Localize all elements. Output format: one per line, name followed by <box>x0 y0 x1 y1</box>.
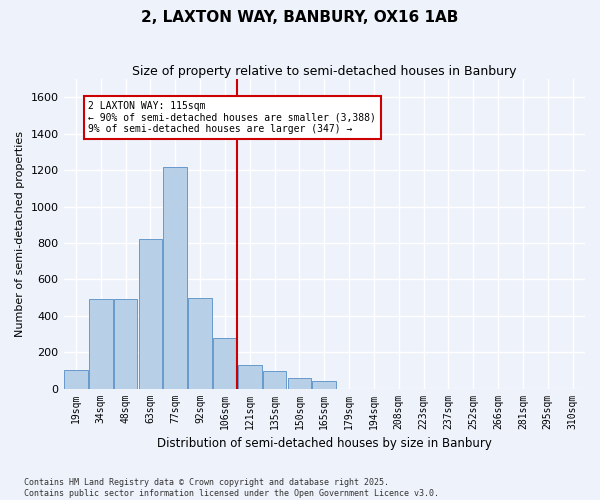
Bar <box>114 300 137 388</box>
Bar <box>263 372 286 388</box>
Y-axis label: Number of semi-detached properties: Number of semi-detached properties <box>15 131 25 337</box>
Title: Size of property relative to semi-detached houses in Banbury: Size of property relative to semi-detach… <box>132 65 517 78</box>
Bar <box>188 298 212 388</box>
Bar <box>163 166 187 388</box>
Bar <box>313 382 336 388</box>
Bar <box>287 378 311 388</box>
X-axis label: Distribution of semi-detached houses by size in Banbury: Distribution of semi-detached houses by … <box>157 437 492 450</box>
Bar <box>213 338 237 388</box>
Text: Contains HM Land Registry data © Crown copyright and database right 2025.
Contai: Contains HM Land Registry data © Crown c… <box>24 478 439 498</box>
Bar <box>139 240 162 388</box>
Bar <box>89 300 113 388</box>
Text: 2 LAXTON WAY: 115sqm
← 90% of semi-detached houses are smaller (3,388)
9% of sem: 2 LAXTON WAY: 115sqm ← 90% of semi-detac… <box>88 101 376 134</box>
Text: 2, LAXTON WAY, BANBURY, OX16 1AB: 2, LAXTON WAY, BANBURY, OX16 1AB <box>142 10 458 25</box>
Bar <box>238 365 262 388</box>
Bar <box>64 370 88 388</box>
